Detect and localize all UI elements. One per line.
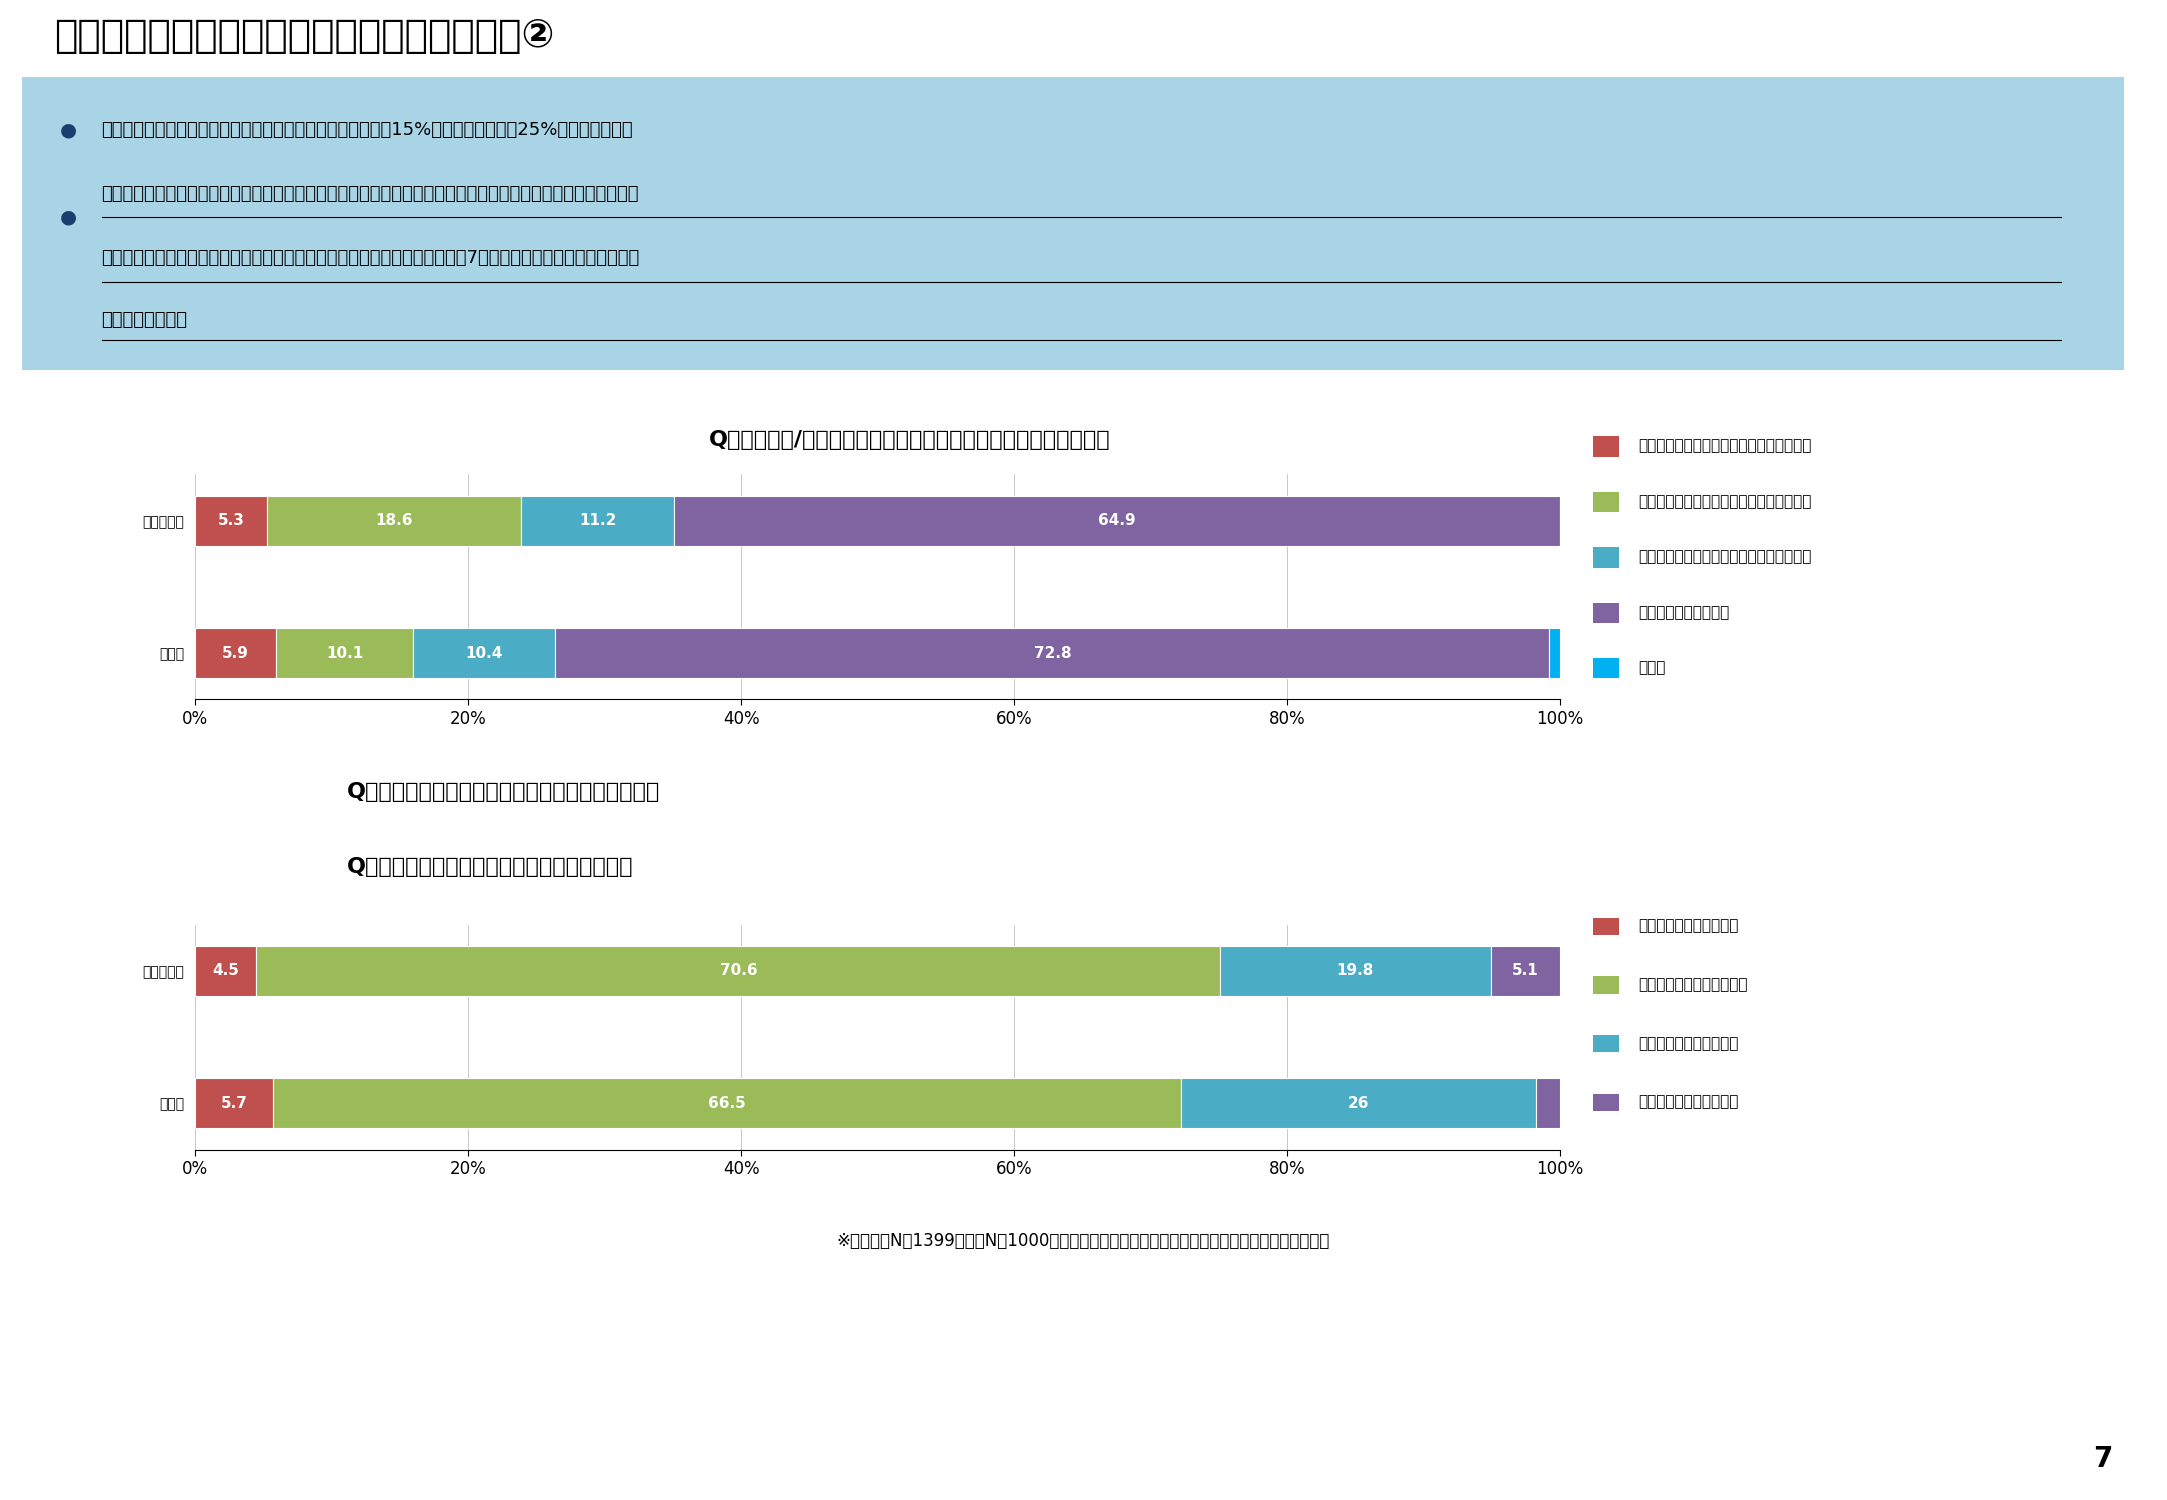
Bar: [1181, 1078, 1536, 1128]
Text: 5.1: 5.1: [1513, 963, 1539, 978]
Text: その他: その他: [1638, 660, 1666, 675]
Text: 7: 7: [2093, 1444, 2113, 1473]
Bar: [195, 1078, 273, 1128]
Text: 4.5: 4.5: [212, 963, 238, 978]
Text: 64.9: 64.9: [1099, 513, 1136, 528]
Text: 見聞きしたこともあり、内容もよくわかる: 見聞きしたこともあり、内容もよくわかる: [1638, 438, 1812, 453]
Text: 最も重要な決め手になる: 最も重要な決め手になる: [1638, 918, 1738, 933]
Text: Q．（就活生/親）健康経営という用語を見聞きしたことがあるか: Q．（就活生/親）健康経営という用語を見聞きしたことがあるか: [709, 429, 1112, 450]
Bar: [1593, 1035, 1619, 1053]
Text: Q．（親）就職を勧める際の決め手になるか。: Q．（親）就職を勧める際の決め手になるか。: [347, 856, 633, 877]
Text: 18.6: 18.6: [375, 513, 414, 528]
Text: 5.9: 5.9: [221, 645, 249, 660]
Text: あまり決め手にならない: あまり決め手にならない: [1638, 1036, 1738, 1052]
Text: 見聞きしたこともあり、内容は少しわかる: 見聞きしたこともあり、内容は少しわかる: [1638, 494, 1812, 508]
Text: ●: ●: [59, 209, 76, 226]
Text: 5.3: 5.3: [217, 513, 245, 528]
Bar: [1491, 945, 1560, 996]
Bar: [256, 945, 1220, 996]
Bar: [267, 495, 522, 546]
Text: 5.7: 5.7: [221, 1095, 247, 1110]
Bar: [1593, 658, 1619, 678]
Bar: [555, 628, 1549, 678]
Text: 10.1: 10.1: [325, 645, 364, 660]
Text: 11.2: 11.2: [579, 513, 615, 528]
Text: 26: 26: [1348, 1095, 1370, 1110]
Bar: [1593, 492, 1619, 512]
Bar: [195, 495, 267, 546]
Text: 一方、就活生・親双方にアンケート後段で健康経営の概念を説明と併せて、「健康経営に取り組んでいるかどう: 一方、就活生・親双方にアンケート後段で健康経営の概念を説明と併せて、「健康経営に…: [102, 184, 639, 202]
Text: かが、就職先の決め手になるか」という質問したところ、就活生・親双方で7割以上が重要な決め手になるとの: かが、就職先の決め手になるか」という質問したところ、就活生・親双方で7割以上が重…: [102, 249, 639, 267]
Bar: [1593, 918, 1619, 934]
Bar: [1536, 1078, 1560, 1128]
Bar: [1593, 603, 1619, 622]
Text: 19.8: 19.8: [1337, 963, 1374, 978]
Text: 66.5: 66.5: [709, 1095, 745, 1110]
Text: 重要な決め手の一つになる: 重要な決め手の一つになる: [1638, 976, 1749, 992]
Text: 10.4: 10.4: [466, 645, 503, 660]
Text: ●: ●: [59, 120, 76, 140]
Text: 72.8: 72.8: [1034, 645, 1070, 660]
Text: ※就活生のN数1399、親のN数1000における複数回答数を就活生、親それぞれで百分率にして比較: ※就活生のN数1399、親のN数1000における複数回答数を就活生、親それぞれで…: [836, 1232, 1331, 1250]
Text: 就活生・親双方に聞いた健康経営の認知度では、就活生で約15%、就活生の親で約25%程度であった。: 就活生・親双方に聞いた健康経営の認知度では、就活生で約15%、就活生の親で約25…: [102, 120, 633, 138]
Bar: [1593, 548, 1619, 567]
Text: 見聞きしたことはあるが、内容は全く不明: 見聞きしたことはあるが、内容は全く不明: [1638, 549, 1812, 564]
Text: 回答が得られた。: 回答が得られた。: [102, 310, 189, 328]
Bar: [674, 495, 1560, 546]
Bar: [522, 495, 674, 546]
Bar: [1593, 976, 1619, 993]
Bar: [1549, 628, 1560, 678]
Bar: [275, 628, 414, 678]
Bar: [1593, 436, 1619, 456]
Text: 全く決め手にならいない: 全く決め手にならいない: [1638, 1095, 1738, 1110]
Bar: [1593, 1094, 1619, 1112]
Text: Q．（就活生）健康経営が就職の決め手となるか。: Q．（就活生）健康経営が就職の決め手となるか。: [347, 782, 661, 802]
Text: 見聞きしたことはない: 見聞きしたことはない: [1638, 604, 1729, 619]
Text: 70.6: 70.6: [719, 963, 756, 978]
Bar: [195, 628, 275, 678]
Bar: [273, 1078, 1181, 1128]
Bar: [414, 628, 555, 678]
Text: 健康経営の労働市場におけるインパクト調査②: 健康経営の労働市場におけるインパクト調査②: [54, 16, 555, 54]
Bar: [195, 945, 256, 996]
Bar: [1220, 945, 1491, 996]
